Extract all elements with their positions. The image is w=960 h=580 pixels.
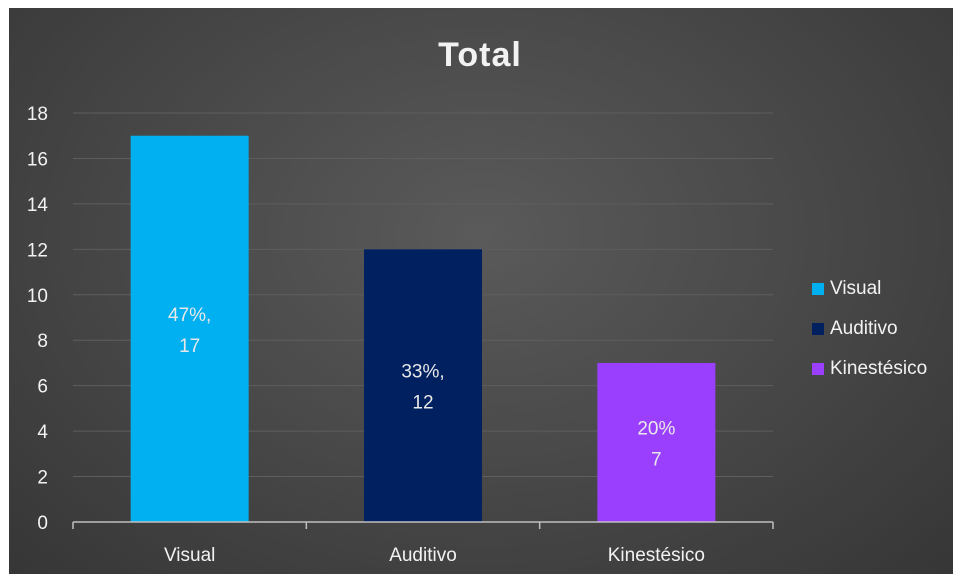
data-label: 17 — [179, 336, 200, 357]
y-tick-label: 18 — [27, 104, 48, 125]
y-tick-label: 2 — [37, 468, 48, 489]
legend-item-kinestesico: Kinestésico — [812, 357, 927, 381]
y-tick-label: 4 — [37, 422, 48, 443]
x-tick-label: Kinestésico — [608, 545, 705, 566]
y-tick-label: 10 — [27, 286, 48, 307]
data-label: 33%, — [401, 362, 444, 383]
legend-item-visual: Visual — [812, 277, 927, 301]
y-tick-label: 6 — [37, 377, 48, 398]
legend-label-auditivo: Auditivo — [830, 318, 898, 339]
legend-swatch-auditivo — [812, 323, 824, 335]
chart-title: Total — [438, 36, 522, 74]
data-label: 7 — [651, 449, 662, 470]
bar-auditivo — [364, 249, 482, 523]
y-tick-label: 0 — [37, 513, 48, 534]
bar-visual — [130, 135, 249, 522]
data-label: 47%, — [168, 305, 211, 326]
legend-swatch-kinestesico — [812, 363, 824, 375]
legend-label-kinestesico: Kinestésico — [830, 358, 928, 379]
y-tick-label: 8 — [37, 331, 48, 352]
y-tick-label: 16 — [27, 149, 48, 170]
legend-label-visual: Visual — [830, 278, 882, 299]
legend-swatch-visual — [812, 283, 824, 295]
x-tick-label: Visual — [164, 545, 215, 566]
bar-kinestésico — [597, 362, 716, 522]
y-tick-label: 14 — [27, 195, 49, 216]
data-label: 20% — [637, 418, 675, 439]
legend-item-auditivo: Auditivo — [812, 317, 927, 341]
data-label: 12 — [412, 393, 433, 414]
y-tick-label: 12 — [27, 240, 48, 261]
legend: Visual Auditivo Kinestésico — [812, 277, 927, 397]
x-tick-label: Auditivo — [389, 545, 457, 566]
